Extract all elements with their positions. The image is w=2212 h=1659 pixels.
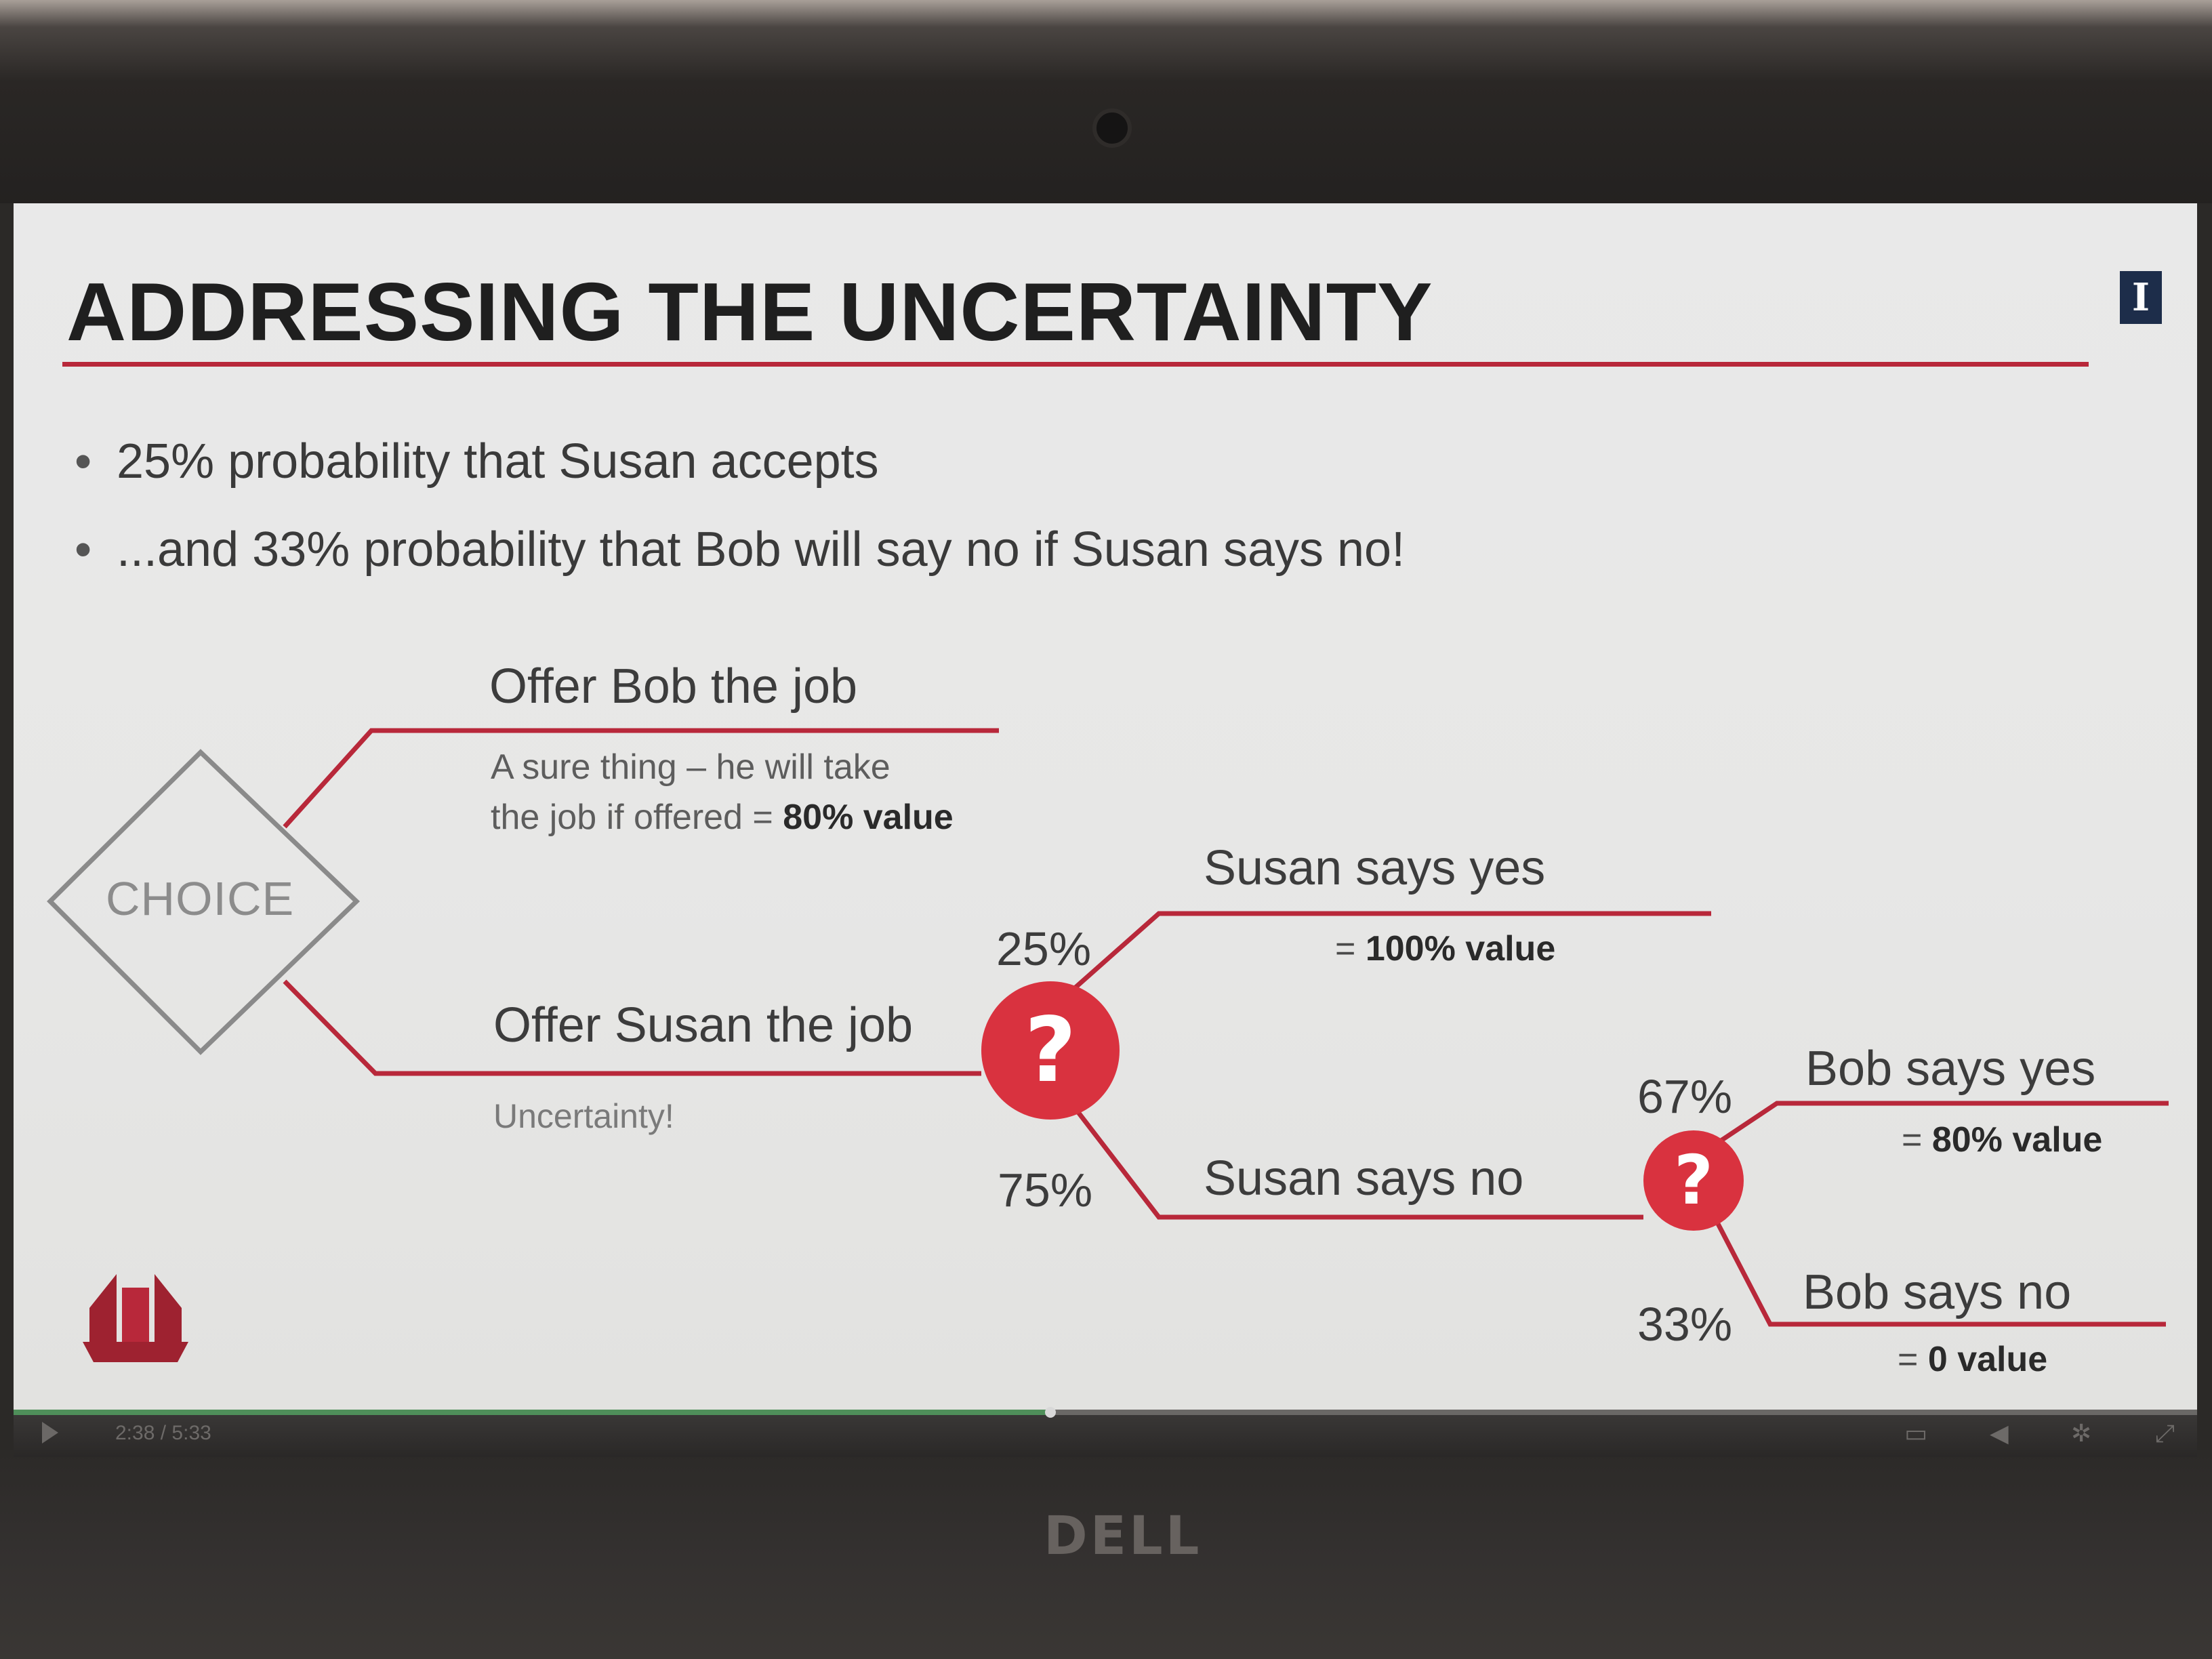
captions-icon[interactable]: ▭	[1904, 1419, 1928, 1447]
susan-yes-value-prefix: =	[1335, 929, 1366, 968]
bullet-item: • 25% probability that Susan accepts	[75, 434, 879, 489]
dell-logo: DELL	[1044, 1506, 1202, 1567]
volume-icon[interactable]: ◀	[1990, 1419, 2009, 1447]
susan-yes-value: = 100% value	[1335, 928, 1555, 969]
presentation-slide: ADDRESSING THE UNCERTAINTY I • 25% probab…	[14, 203, 2197, 1410]
bob-uncertainty-node: ?	[1643, 1130, 1744, 1231]
susan-no-label: Susan says no	[1204, 1151, 1524, 1206]
offer-bob-branch	[283, 728, 999, 829]
bob-yes-value-amount: 80% value	[1931, 1120, 2103, 1160]
bullet-item: • ...and 33% probability that Bob will sa…	[75, 522, 1405, 577]
progress-fill	[14, 1410, 1051, 1415]
webcam-icon	[1092, 108, 1132, 148]
bob-yes-value-prefix: =	[1902, 1120, 1932, 1160]
bob-no-probability: 33%	[1637, 1298, 1733, 1351]
offer-bob-desc-line1: A sure thing – he will take	[491, 747, 890, 787]
offer-susan-branch	[283, 979, 981, 1076]
choice-diamond	[47, 749, 361, 1055]
monitor-bezel-top	[0, 0, 2212, 210]
settings-gear-icon[interactable]: ✲	[2071, 1419, 2092, 1447]
susan-yes-branch	[1062, 911, 1711, 1000]
bob-no-value-amount: 0 value	[1927, 1340, 2048, 1379]
university-logo-badge: I	[2120, 271, 2162, 324]
susan-uncertainty-node: ?	[981, 981, 1120, 1120]
offer-bob-value: 80% value	[783, 798, 954, 837]
progress-track[interactable]	[14, 1407, 2197, 1418]
bob-yes-branch	[1715, 1101, 2169, 1146]
monitor-bezel-bottom	[0, 1450, 2212, 1659]
monitor-bezel-right	[2197, 203, 2212, 1464]
bob-yes-label: Bob says yes	[1805, 1042, 2096, 1096]
offer-bob-desc-line2: the job if offered = 80% value	[491, 797, 954, 838]
susan-yes-probability: 25%	[996, 922, 1092, 975]
progress-handle[interactable]	[1045, 1407, 1057, 1418]
bob-no-value-prefix: =	[1898, 1340, 1928, 1379]
video-player-controls: 2:38 / 5:33 ▭ ◀ ✲ ⤢	[14, 1407, 2197, 1457]
play-icon[interactable]	[42, 1422, 58, 1443]
slide-title: ADDRESSING THE UNCERTAINTY	[66, 266, 1433, 358]
offer-susan-label: Offer Susan the job	[493, 998, 914, 1052]
bob-no-label: Bob says no	[1803, 1265, 2072, 1319]
current-time: 2:38	[115, 1422, 155, 1444]
bullet-dot-icon: •	[75, 434, 92, 489]
total-time: 5:33	[171, 1422, 211, 1444]
decision-tree-lines	[47, 728, 2169, 1327]
playback-time: 2:38 / 5:33	[115, 1422, 211, 1445]
offer-bob-label: Offer Bob the job	[489, 659, 858, 714]
bullet-text: ...and 33% probability that Bob will say…	[117, 523, 1406, 577]
choice-label: CHOICE	[106, 872, 295, 925]
title-underline	[62, 362, 2089, 367]
susan-no-probability: 75%	[998, 1164, 1093, 1216]
course-module-logo-icon	[83, 1274, 188, 1362]
bob-yes-value: = 80% value	[1902, 1120, 2102, 1160]
bob-yes-probability: 67%	[1637, 1070, 1733, 1123]
susan-yes-label: Susan says yes	[1204, 841, 1546, 895]
monitor-bezel-left	[0, 203, 14, 1464]
susan-yes-value-amount: 100% value	[1365, 929, 1556, 968]
bullet-text: 25% probability that Susan accepts	[117, 434, 879, 489]
susan-no-branch	[1076, 1109, 1643, 1220]
time-separator: /	[160, 1422, 167, 1444]
bob-no-branch	[1713, 1218, 2166, 1327]
fullscreen-icon[interactable]: ⤢	[2155, 1419, 2175, 1447]
offer-susan-desc: Uncertainty!	[493, 1097, 674, 1135]
bullet-dot-icon: •	[75, 523, 92, 577]
bob-no-value: = 0 value	[1898, 1339, 2047, 1380]
offer-bob-desc-prefix: the job if offered =	[491, 798, 783, 837]
